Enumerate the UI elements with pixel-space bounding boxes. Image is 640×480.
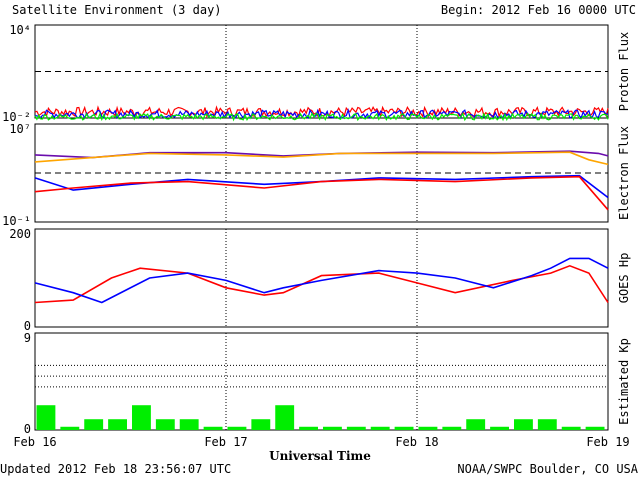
estimated-kp-ylabel: Estimated Kp — [617, 338, 631, 425]
electron-flux-ytick-bottom: 10⁻¹ — [2, 214, 31, 228]
updated-timestamp: Updated 2012 Feb 18 23:56:07 UTC — [0, 462, 231, 476]
proton-flux-ytick-bottom: 10⁻² — [2, 110, 31, 124]
kp-bar — [370, 426, 390, 430]
electron-flux-series-line — [34, 151, 609, 166]
kp-bar — [203, 426, 223, 430]
kp-bar — [490, 426, 509, 430]
electron-flux-panel: 10⁷ 10⁻¹ Electron Flux — [2, 122, 631, 228]
kp-bar — [323, 426, 342, 430]
begin-date: Begin: 2012 Feb 16 0000 UTC — [441, 3, 636, 17]
x-tick-label: Feb 19 — [586, 435, 629, 449]
x-axis-label: Universal Time — [269, 449, 371, 463]
kp-bar — [36, 405, 56, 430]
electron-flux-series-line — [34, 175, 609, 211]
kp-bar — [514, 419, 533, 430]
estimated-kp-ytick-top: 9 — [24, 331, 31, 345]
estimated-kp-panel: 9 0 Estimated Kp — [24, 331, 631, 436]
goes-hp-series-line — [34, 264, 609, 304]
goes-hp-frame — [34, 228, 609, 328]
estimated-kp-ytick-bottom: 0 — [24, 422, 31, 436]
kp-bar — [442, 426, 462, 430]
electron-flux-ytick-top: 10⁷ — [9, 122, 31, 136]
electron-flux-ylabel: Electron Flux — [617, 126, 631, 220]
goes-hp-ytick-bottom: 0 — [24, 319, 31, 333]
kp-bar — [155, 419, 175, 430]
kp-bar — [227, 426, 247, 430]
proton-flux-ytick-top: 10⁴ — [9, 23, 31, 37]
kp-bar — [466, 419, 486, 430]
kp-bar — [60, 426, 80, 430]
proton-flux-panel: 10⁴ 10⁻² Proton Flux — [2, 23, 631, 124]
kp-bar — [418, 426, 438, 430]
kp-bar — [84, 419, 104, 430]
kp-bar — [179, 419, 199, 430]
goes-hp-ylabel: GOES Hp — [617, 253, 631, 304]
kp-bar — [299, 426, 318, 430]
kp-bar — [132, 405, 151, 430]
proton-flux-series-line — [34, 111, 609, 122]
goes-hp-series-line — [34, 257, 609, 304]
kp-bar — [585, 426, 605, 430]
kp-bar — [537, 419, 557, 430]
kp-bar — [394, 426, 414, 430]
data-source: NOAA/SWPC Boulder, CO USA — [457, 462, 638, 476]
chart-title: Satellite Environment (3 day) — [12, 3, 222, 17]
kp-bar — [275, 405, 295, 430]
estimated-kp-frame — [34, 332, 609, 431]
goes-hp-ytick-top: 200 — [9, 227, 31, 241]
x-tick-label: Feb 17 — [204, 435, 247, 449]
kp-bar — [108, 419, 127, 430]
kp-bar — [561, 426, 581, 430]
goes-hp-panel: 200 0 GOES Hp — [9, 227, 631, 333]
kp-bar — [346, 426, 366, 430]
x-tick-label: Feb 16 — [13, 435, 56, 449]
proton-flux-ylabel: Proton Flux — [617, 32, 631, 111]
kp-bar — [251, 419, 271, 430]
x-tick-label: Feb 18 — [395, 435, 438, 449]
